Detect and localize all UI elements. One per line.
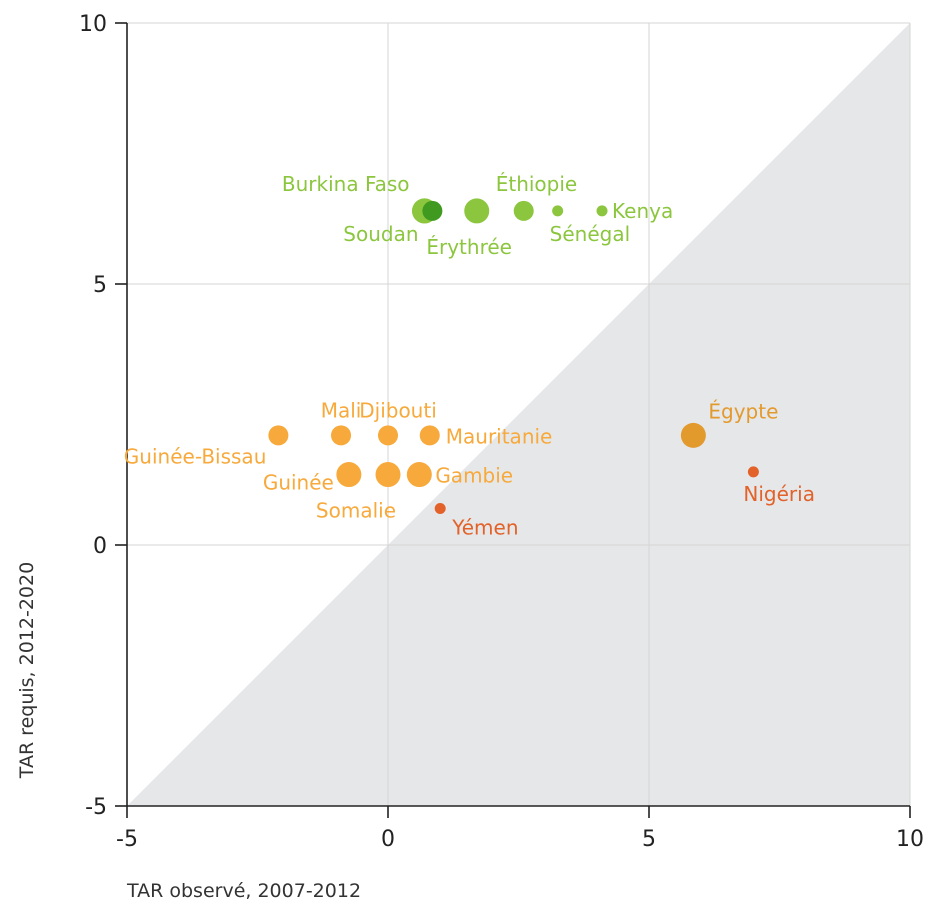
point-label-guin-e: Guinée bbox=[263, 471, 334, 495]
shaded-region-below-diagonal bbox=[127, 23, 910, 806]
data-point-s-n-gal bbox=[552, 205, 564, 217]
data-point-guin-e bbox=[336, 462, 362, 488]
point-label-s-n-gal: Sénégal bbox=[550, 222, 631, 246]
data-points bbox=[268, 198, 759, 514]
point-label-somalie: Somalie bbox=[316, 499, 396, 523]
point-label-mauritanie: Mauritanie bbox=[446, 424, 553, 448]
data-point-somalie bbox=[375, 462, 401, 488]
point-label-y-men: Yémen bbox=[451, 515, 518, 539]
point-label-gambie: Gambie bbox=[435, 464, 513, 488]
point-label-kenya: Kenya bbox=[612, 199, 673, 223]
data-point-mali bbox=[331, 425, 352, 446]
data-point-kenya bbox=[596, 205, 608, 217]
tick-labels: -5 0 5 10 -5 0 5 10 bbox=[79, 12, 924, 852]
data-point-gambie bbox=[406, 462, 432, 488]
point-label-guin-e-bissau: Guinée-Bissau bbox=[124, 444, 267, 468]
data-point-djibouti bbox=[378, 425, 398, 446]
x-axis-title: TAR observé, 2007-2012 bbox=[126, 880, 361, 902]
point-label--rythr-e: Érythrée bbox=[426, 235, 512, 259]
data-point-unlabeled-3 bbox=[464, 198, 490, 224]
data-point--thiopie bbox=[513, 200, 534, 221]
x-tick-label: 10 bbox=[896, 827, 924, 852]
point-label-djibouti: Djibouti bbox=[359, 398, 437, 422]
grid bbox=[127, 22, 911, 806]
point-label--gypte: Égypte bbox=[708, 399, 778, 423]
data-point--rythr-e bbox=[422, 200, 443, 221]
data-point--gypte bbox=[680, 422, 706, 448]
data-point-mauritanie bbox=[419, 425, 440, 446]
y-axis-title: TAR requis, 2012-2020 bbox=[16, 562, 38, 779]
y-tick-label: 0 bbox=[93, 534, 107, 559]
data-point-y-men bbox=[434, 502, 446, 514]
y-tick-label: 5 bbox=[93, 273, 107, 298]
y-tick-label: -5 bbox=[85, 795, 107, 820]
data-point-guin-e-bissau bbox=[268, 425, 289, 446]
point-labels: Burkina Faso Soudan Érythrée Éthiopie Sénéga… bbox=[124, 172, 815, 540]
y-tick-label: 10 bbox=[79, 12, 107, 37]
data-point-nig-ria bbox=[747, 466, 759, 478]
point-label-mali: Mali bbox=[321, 398, 362, 422]
point-label-nig-ria: Nigéria bbox=[743, 482, 815, 506]
point-label-soudan: Soudan bbox=[343, 222, 418, 246]
x-tick-label: -5 bbox=[116, 827, 138, 852]
x-tick-label: 5 bbox=[642, 827, 656, 852]
point-label--thiopie: Éthiopie bbox=[496, 172, 578, 196]
point-label-burkina-faso: Burkina Faso bbox=[282, 172, 410, 196]
x-tick-label: 0 bbox=[381, 827, 395, 852]
axes bbox=[126, 23, 910, 807]
